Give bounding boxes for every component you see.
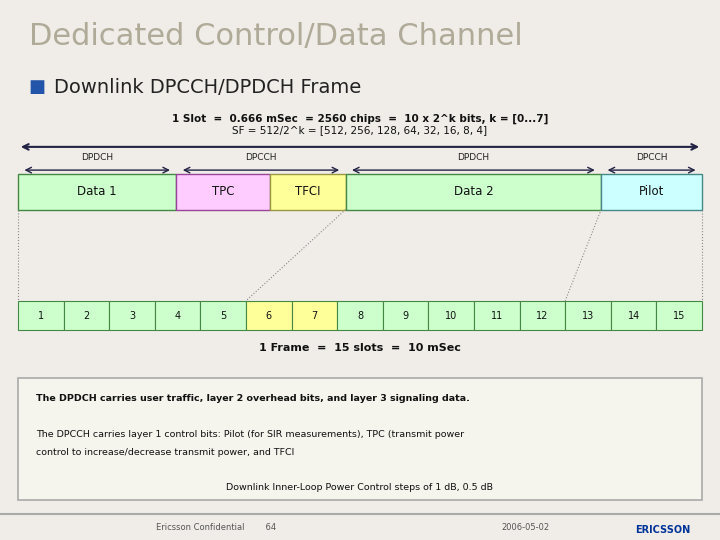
FancyBboxPatch shape	[155, 301, 200, 330]
Text: Downlink DPCCH/DPDCH Frame: Downlink DPCCH/DPDCH Frame	[54, 78, 361, 97]
Text: 1: 1	[37, 310, 44, 321]
FancyBboxPatch shape	[601, 174, 702, 210]
FancyBboxPatch shape	[428, 301, 474, 330]
Text: DPCCH: DPCCH	[246, 153, 276, 162]
FancyBboxPatch shape	[383, 301, 428, 330]
Text: 14: 14	[627, 310, 640, 321]
FancyBboxPatch shape	[657, 301, 702, 330]
Text: DPDCH: DPDCH	[81, 153, 113, 162]
FancyBboxPatch shape	[474, 301, 520, 330]
Text: 8: 8	[357, 310, 363, 321]
Text: Dedicated Control/Data Channel: Dedicated Control/Data Channel	[29, 22, 523, 51]
Text: 11: 11	[490, 310, 503, 321]
Text: 3: 3	[129, 310, 135, 321]
FancyBboxPatch shape	[270, 174, 346, 210]
FancyBboxPatch shape	[18, 301, 63, 330]
Text: 6: 6	[266, 310, 272, 321]
Text: DPCCH: DPCCH	[636, 153, 667, 162]
FancyBboxPatch shape	[337, 301, 383, 330]
Text: 4: 4	[174, 310, 181, 321]
Text: TPC: TPC	[212, 185, 235, 199]
FancyBboxPatch shape	[611, 301, 657, 330]
Text: Data 2: Data 2	[454, 185, 493, 199]
Text: 2006-05-02: 2006-05-02	[502, 523, 549, 532]
Text: ERICSSON: ERICSSON	[635, 525, 690, 535]
Text: 1 Frame  =  15 slots  =  10 mSec: 1 Frame = 15 slots = 10 mSec	[259, 343, 461, 353]
Text: Pilot: Pilot	[639, 185, 665, 199]
Text: TFCI: TFCI	[295, 185, 320, 199]
Text: control to increase/decrease transmit power, and TFCI: control to increase/decrease transmit po…	[36, 448, 294, 457]
FancyBboxPatch shape	[520, 301, 565, 330]
Text: ■: ■	[29, 78, 46, 96]
FancyBboxPatch shape	[346, 174, 601, 210]
Text: Downlink Inner-Loop Power Control steps of 1 dB, 0.5 dB: Downlink Inner-Loop Power Control steps …	[227, 483, 493, 492]
Text: 15: 15	[673, 310, 685, 321]
Text: 2: 2	[84, 310, 89, 321]
FancyBboxPatch shape	[109, 301, 155, 330]
Text: Data 1: Data 1	[77, 185, 117, 199]
FancyBboxPatch shape	[200, 301, 246, 330]
FancyBboxPatch shape	[176, 174, 270, 210]
Text: 5: 5	[220, 310, 226, 321]
Text: The DPDCH carries user traffic, layer 2 overhead bits, and layer 3 signaling dat: The DPDCH carries user traffic, layer 2 …	[36, 394, 470, 403]
Text: Ericsson Confidential        64: Ericsson Confidential 64	[156, 523, 276, 532]
Text: 10: 10	[445, 310, 457, 321]
Text: 7: 7	[311, 310, 318, 321]
Text: The DPCCH carries layer 1 control bits: Pilot (for SIR measurements), TPC (trans: The DPCCH carries layer 1 control bits: …	[36, 430, 464, 439]
FancyBboxPatch shape	[292, 301, 337, 330]
Text: 9: 9	[402, 310, 409, 321]
FancyBboxPatch shape	[246, 301, 292, 330]
FancyBboxPatch shape	[565, 301, 611, 330]
Text: 13: 13	[582, 310, 594, 321]
Text: 1 Slot  =  0.666 mSec  = 2560 chips  =  10 x 2^k bits, k = [0...7]: 1 Slot = 0.666 mSec = 2560 chips = 10 x …	[172, 113, 548, 124]
FancyBboxPatch shape	[63, 301, 109, 330]
Text: SF = 512/2^k = [512, 256, 128, 64, 32, 16, 8, 4]: SF = 512/2^k = [512, 256, 128, 64, 32, 1…	[233, 125, 487, 136]
FancyBboxPatch shape	[18, 378, 702, 500]
FancyBboxPatch shape	[18, 174, 176, 210]
Text: DPDCH: DPDCH	[457, 153, 490, 162]
Text: 12: 12	[536, 310, 549, 321]
